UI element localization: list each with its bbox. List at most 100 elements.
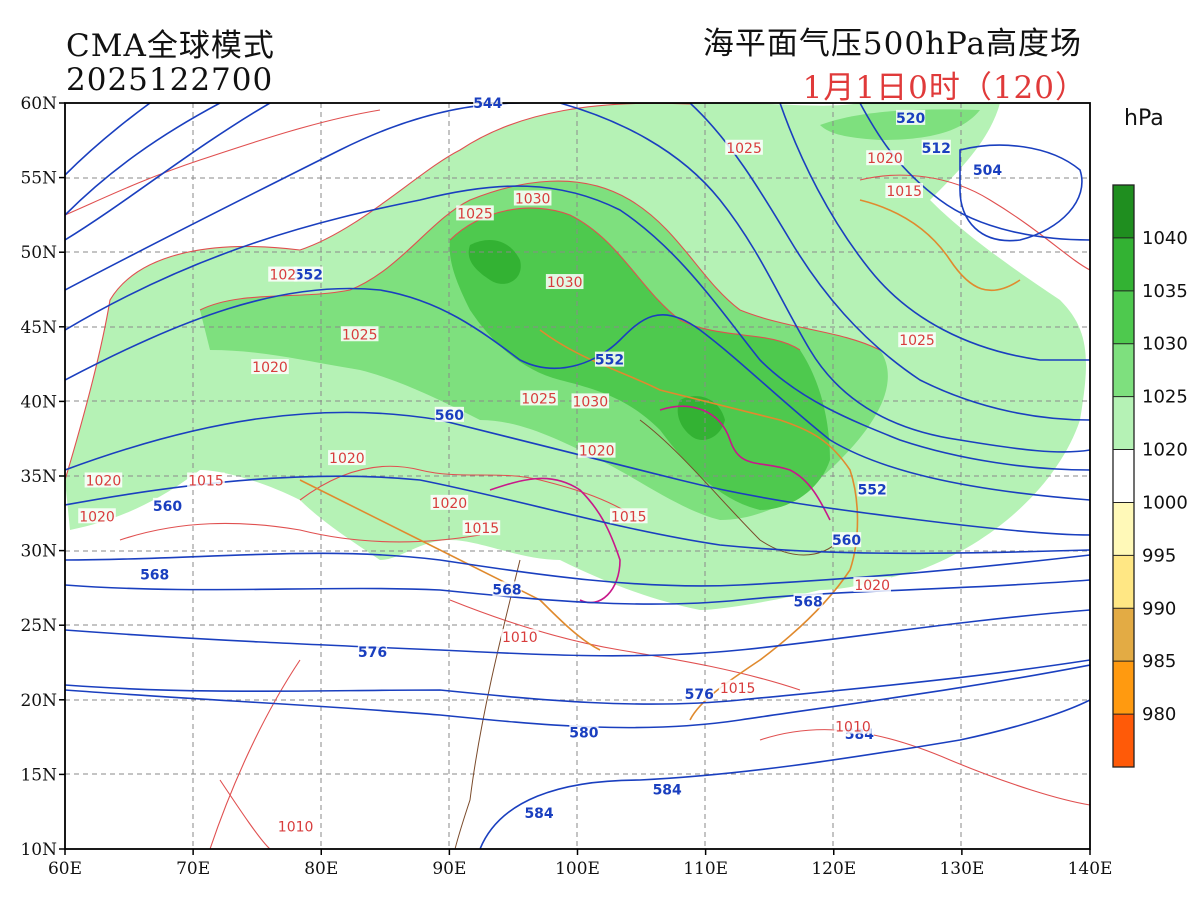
colorbar-label: 1000 xyxy=(1142,492,1188,513)
lat-label: 55N xyxy=(20,169,57,189)
height-label: 584 xyxy=(653,782,682,798)
pressure-label: 1025 xyxy=(342,327,378,343)
pressure-label: 1015 xyxy=(611,509,647,525)
pressure-label: 1020 xyxy=(432,496,468,512)
pressure-label-bg xyxy=(78,508,116,524)
height-label: 560 xyxy=(435,408,464,424)
lon-label: 60E xyxy=(48,859,82,879)
lon-label: 80E xyxy=(304,859,338,879)
colorbar-label: 980 xyxy=(1142,704,1176,725)
colorbar-label: 985 xyxy=(1142,651,1176,672)
lon-label: 140E xyxy=(1068,859,1113,879)
height-label-bg xyxy=(896,109,926,125)
pressure-label: 1030 xyxy=(572,394,608,410)
colorbar-label: 1030 xyxy=(1142,334,1188,355)
colorbar-label: 990 xyxy=(1142,598,1176,619)
colorbar-swatch xyxy=(1113,185,1134,238)
colorbar-label: 1020 xyxy=(1142,440,1188,461)
height-label-bg xyxy=(652,781,682,797)
pressure-shading xyxy=(65,103,1086,610)
colorbar-swatch xyxy=(1113,396,1134,450)
height-label-bg xyxy=(492,581,522,597)
height-label-bg xyxy=(524,805,554,821)
height-label-bg xyxy=(831,532,862,548)
pressure-label: 1020 xyxy=(86,473,122,489)
colorbar-unit: hPa xyxy=(1124,106,1164,131)
pressure-label-bg xyxy=(577,442,616,458)
pressure-label: 1010 xyxy=(278,820,314,836)
lat-label: 15N xyxy=(20,765,57,785)
height-label: 504 xyxy=(973,163,1002,179)
pressure-label-bg xyxy=(545,274,584,290)
pressure-label: 1015 xyxy=(720,681,756,697)
pressure-label: 1030 xyxy=(547,275,583,291)
height-label: 512 xyxy=(922,141,951,157)
height-label: 552 xyxy=(858,482,887,498)
pressure-label-bg xyxy=(340,326,379,342)
field-title: 海平面气压500hPa高度场 xyxy=(702,26,1082,62)
pressure-label-bg xyxy=(866,150,904,166)
height-label: 568 xyxy=(794,594,823,610)
pressure-label: 1020 xyxy=(579,444,615,460)
height-label: 544 xyxy=(473,96,502,112)
pressure-label: 1025 xyxy=(457,206,493,222)
height-label: 552 xyxy=(294,268,323,284)
height-label-bg xyxy=(684,685,714,701)
pressure-label: 1010 xyxy=(502,630,538,646)
pressure-label-bg xyxy=(251,359,289,375)
height-label: 560 xyxy=(832,533,861,549)
pressure-label-bg xyxy=(571,393,610,409)
height-label: 520 xyxy=(896,111,925,127)
height-label-bg xyxy=(473,95,503,110)
pressure-label-bg xyxy=(718,679,757,695)
height-label-bg xyxy=(857,481,887,497)
height-label-bg xyxy=(152,497,183,513)
height-label-bg xyxy=(140,566,170,582)
pressure-label-bg xyxy=(609,508,648,524)
colorbar-swatch xyxy=(1113,290,1134,344)
lon-label: 120E xyxy=(811,859,856,879)
pressure-label-bg xyxy=(456,205,494,221)
height-label: 560 xyxy=(153,499,182,515)
colorbar-label: 1025 xyxy=(1142,387,1188,408)
pressure-label: 1020 xyxy=(79,509,115,525)
height-label-bg xyxy=(594,351,625,367)
pressure-label-bg xyxy=(501,629,539,645)
pressure-label-bg xyxy=(885,183,924,199)
lon-label: 130E xyxy=(939,859,984,879)
lat-label: 10N xyxy=(20,840,57,860)
height-label-bg xyxy=(569,724,599,740)
lat-label: 40N xyxy=(20,392,57,412)
lat-label: 30N xyxy=(20,542,57,562)
pressure-label: 102 xyxy=(269,268,296,284)
height-label: 576 xyxy=(685,687,714,703)
pressure-label-bg xyxy=(84,472,123,488)
latitude-axis: 60N 55N 50N 45N 40N 35N 30N 25N 20N 15N 10N xyxy=(20,94,65,860)
pressure-label: 1015 xyxy=(188,473,224,489)
run-time: 2025122700 xyxy=(66,62,274,98)
colorbar-swatch xyxy=(1113,502,1134,556)
lat-label: 60N xyxy=(20,94,57,114)
lat-label: 35N xyxy=(20,467,57,487)
colorbar-swatch xyxy=(1113,449,1134,503)
pressure-label: 1025 xyxy=(899,333,935,349)
lat-label: 50N xyxy=(20,243,57,263)
height-label-bg xyxy=(293,266,324,282)
height-label: 576 xyxy=(358,645,387,661)
pressure-label-bg xyxy=(276,818,315,834)
pressure-label-bg xyxy=(268,266,298,282)
pressure-label: 1030 xyxy=(515,191,551,207)
lon-label: 110E xyxy=(683,859,728,879)
colorbar-swatch xyxy=(1113,714,1134,767)
lon-label: 70E xyxy=(176,859,210,879)
pressure-label: 1025 xyxy=(521,391,557,407)
colorbar-frame xyxy=(1112,184,1135,768)
height-label: 568 xyxy=(492,582,521,598)
longitude-axis: 60E 70E 80E 90E 100E 110E 120E 130E 140E xyxy=(48,849,1112,879)
colorbar-swatch xyxy=(1113,237,1134,291)
pressure-label-bg xyxy=(725,139,763,155)
pressure-label-bg xyxy=(430,494,469,510)
pressure-label-bg xyxy=(853,576,891,592)
pressure-label: 1020 xyxy=(854,578,890,594)
